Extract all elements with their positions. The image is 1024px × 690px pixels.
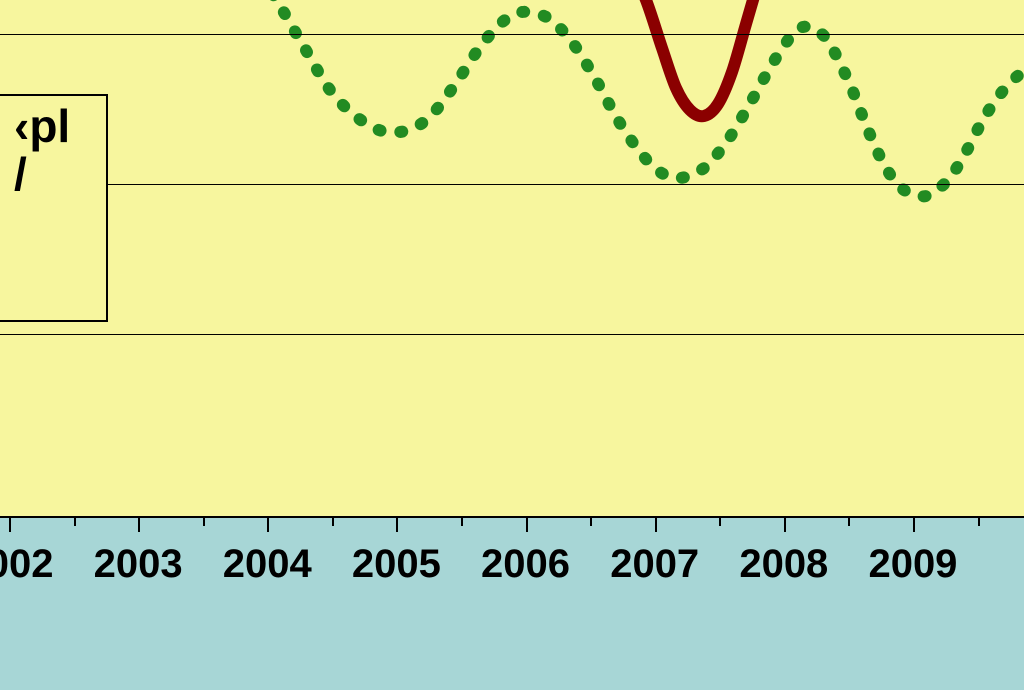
chart-series-layer (0, 0, 1024, 516)
plot-area (0, 0, 1024, 516)
series-green-dashed (244, 0, 1024, 196)
x-tick-label: 2008 (739, 542, 828, 587)
x-tick-label: 2002 (0, 542, 54, 587)
x-tick-major (655, 516, 657, 532)
gridline (0, 334, 1024, 335)
x-tick-minor (461, 516, 463, 526)
x-tick-minor (848, 516, 850, 526)
x-axis-baseline (0, 516, 1024, 518)
x-tick-minor (978, 516, 980, 526)
gridline (0, 34, 1024, 35)
x-tick-minor (74, 516, 76, 526)
legend-text: ‹pl / (14, 100, 70, 200)
x-tick-minor (719, 516, 721, 526)
x-tick-label: 2006 (481, 542, 570, 587)
x-tick-minor (332, 516, 334, 526)
x-tick-label: 2005 (352, 542, 441, 587)
x-tick-major (267, 516, 269, 532)
gridline (0, 184, 1024, 185)
x-axis-strip: 2002 2003 2004 2005 2006 2007 2008 2009 (0, 516, 1024, 690)
x-tick-major (526, 516, 528, 532)
x-tick-major (784, 516, 786, 532)
legend-box: ‹pl / (0, 94, 108, 322)
x-tick-label: 2004 (223, 542, 312, 587)
x-tick-major (138, 516, 140, 532)
x-tick-major (9, 516, 11, 532)
chart-root: ‹pl / 2002 2003 2004 2005 2006 2007 2008 2009 (0, 0, 1024, 690)
x-tick-label: 2009 (868, 542, 957, 587)
x-tick-label: 2007 (610, 542, 699, 587)
x-tick-label: 2003 (94, 542, 183, 587)
x-tick-major (913, 516, 915, 532)
x-tick-minor (203, 516, 205, 526)
x-tick-major (396, 516, 398, 532)
x-tick-minor (590, 516, 592, 526)
